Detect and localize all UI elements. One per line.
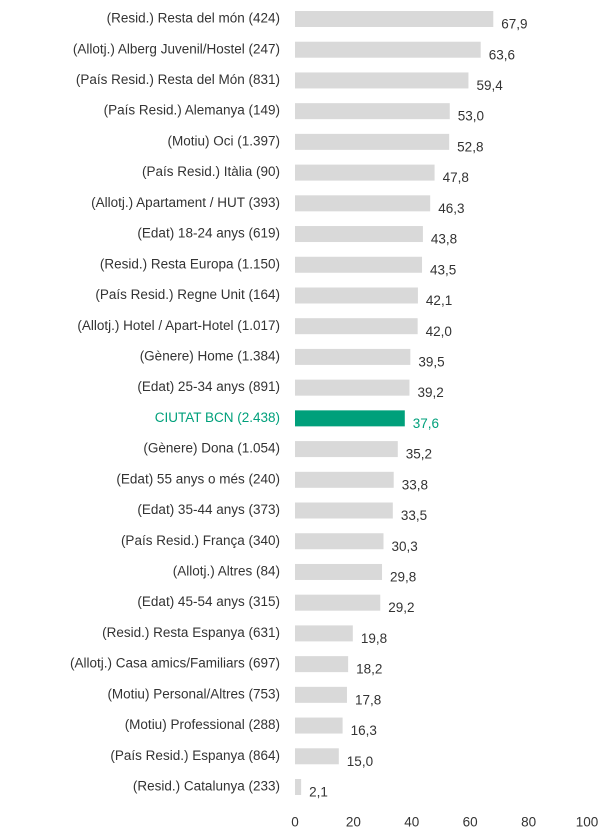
value-label: 39,2 (417, 385, 443, 400)
category-label: (País Resid.) Regne Unit (164) (95, 287, 280, 302)
value-label: 46,3 (438, 201, 464, 216)
bar (295, 72, 469, 89)
category-label: (Edat) 25-34 anys (891) (137, 379, 280, 394)
value-label: 43,8 (431, 232, 457, 247)
bar (295, 779, 302, 795)
bar (295, 748, 339, 765)
category-label: (Gènere) Dona (1.054) (143, 441, 280, 456)
bar (295, 441, 398, 458)
value-label: 17,8 (355, 692, 381, 707)
category-label: (Edat) 18-24 anys (619) (137, 226, 280, 241)
bar (295, 656, 349, 673)
value-label: 15,0 (347, 754, 373, 769)
category-label: (País Resid.) Itàlia (90) (142, 164, 280, 179)
category-label: (Resid.) Resta Espanya (631) (102, 625, 280, 640)
bar (295, 41, 481, 58)
x-tick-label: 60 (463, 815, 478, 830)
value-label: 35,2 (406, 447, 432, 462)
x-tick-label: 100 (576, 815, 599, 830)
category-label: (País Resid.) Alemanya (149) (104, 103, 280, 118)
value-label: 53,0 (458, 109, 484, 124)
value-label: 52,8 (457, 139, 483, 154)
category-label: (País Resid.) Espanya (864) (110, 748, 280, 763)
value-label: 43,5 (430, 262, 456, 277)
bar (295, 287, 418, 304)
bar (295, 533, 384, 550)
category-label: (Edat) 45-54 anys (315) (137, 594, 280, 609)
value-label: 30,3 (391, 539, 417, 554)
category-label: (Edat) 55 anys o més (240) (116, 471, 280, 486)
bar (295, 103, 450, 120)
value-label: 16,3 (351, 723, 377, 738)
category-label: (Gènere) Home (1.384) (140, 348, 280, 363)
bar (295, 318, 418, 335)
bar (295, 133, 450, 150)
bar (295, 379, 410, 396)
value-label: 59,4 (476, 78, 503, 93)
category-label: (Allotj.) Apartament / HUT (393) (91, 195, 280, 210)
bar (295, 164, 435, 181)
category-label: (Resid.) Resta Europa (1.150) (100, 256, 280, 271)
value-label: 42,0 (426, 324, 452, 339)
category-label: (Allotj.) Alberg Juvenil/Hostel (247) (73, 41, 280, 56)
value-label: 67,9 (501, 17, 527, 32)
bar (295, 471, 394, 488)
category-label: (País Resid.) França (340) (121, 533, 280, 548)
bar (295, 256, 423, 273)
category-label: (País Resid.) Resta del Món (831) (76, 72, 280, 87)
x-tick-label: 40 (404, 815, 419, 830)
bar (295, 348, 411, 365)
value-label: 18,2 (356, 662, 382, 677)
bar (295, 226, 423, 243)
x-tick-label: 20 (346, 815, 361, 830)
bar (295, 594, 381, 611)
value-label: 33,5 (401, 508, 427, 523)
category-label: (Motiu) Oci (1.397) (167, 133, 280, 148)
x-tick-label: 0 (291, 815, 299, 830)
category-label: (Allotj.) Hotel / Apart-Hotel (1.017) (77, 318, 280, 333)
value-label: 19,8 (361, 631, 387, 646)
category-label: (Motiu) Personal/Altres (753) (107, 686, 280, 701)
category-label: CIUTAT BCN (2.438) (155, 410, 280, 425)
bar (295, 502, 393, 519)
bar (295, 410, 405, 427)
value-label: 29,8 (390, 570, 416, 585)
value-label: 29,2 (388, 600, 414, 615)
category-label: (Edat) 35-44 anys (373) (137, 502, 280, 517)
value-label: 37,6 (413, 416, 439, 431)
category-label: (Resid.) Catalunya (233) (133, 779, 280, 794)
category-label: (Motiu) Professional (288) (125, 717, 280, 732)
value-label: 42,1 (426, 293, 452, 308)
category-label: (Allotj.) Casa amics/Familiars (697) (70, 656, 280, 671)
bar (295, 563, 383, 580)
value-label: 63,6 (489, 47, 515, 62)
bar (295, 686, 347, 703)
value-label: 2,1 (309, 785, 328, 800)
bar (295, 195, 431, 212)
bar (295, 625, 353, 642)
x-tick-label: 80 (521, 815, 536, 830)
bar (295, 11, 494, 27)
category-label: (Allotj.) Altres (84) (173, 564, 280, 579)
value-label: 39,5 (418, 354, 444, 369)
category-label: (Resid.) Resta del món (424) (107, 11, 280, 26)
value-label: 33,8 (402, 477, 428, 492)
bar (295, 717, 343, 734)
value-label: 47,8 (443, 170, 469, 185)
